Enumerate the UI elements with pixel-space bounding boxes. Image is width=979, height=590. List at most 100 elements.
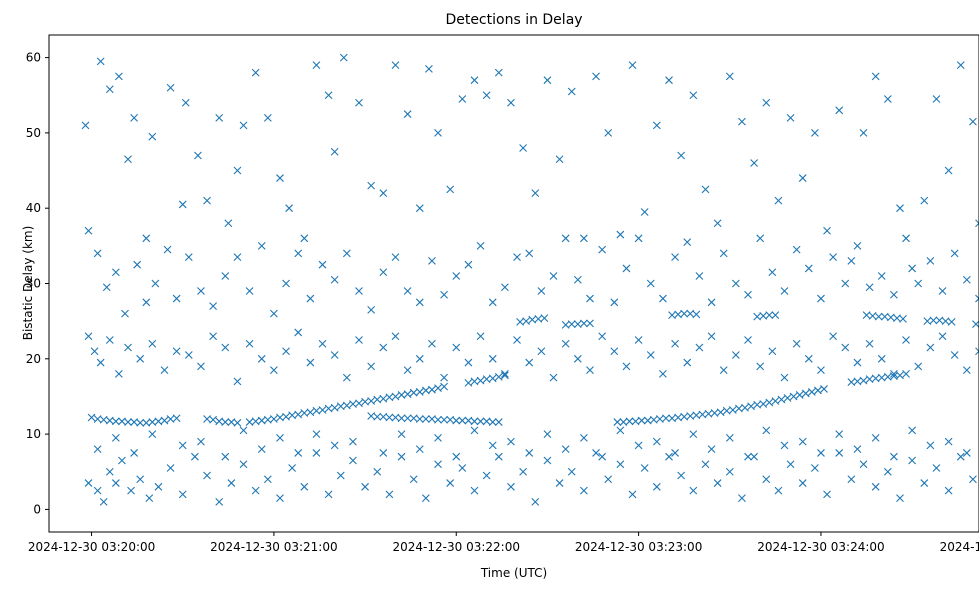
data-point: [725, 433, 734, 442]
data-point: [859, 376, 868, 385]
data-point: [190, 452, 199, 461]
data-point: [929, 316, 938, 325]
data-point: [458, 95, 467, 103]
data-point: [725, 72, 734, 81]
data-point: [634, 441, 643, 450]
data-point: [519, 144, 528, 152]
data-point: [507, 482, 515, 491]
data-point: [494, 452, 503, 461]
data-point: [397, 452, 406, 461]
data-point: [221, 452, 230, 461]
data-point: [379, 189, 388, 198]
data-point: [403, 287, 412, 295]
data-point: [470, 426, 479, 435]
data-point: [573, 275, 582, 284]
y-tick-label: 60: [26, 51, 41, 65]
data-point: [391, 61, 400, 70]
data-point: [93, 249, 102, 258]
data-point: [883, 467, 892, 476]
data-point: [610, 298, 619, 307]
data-point: [373, 467, 382, 476]
data-point: [178, 200, 187, 209]
data-point: [780, 287, 789, 295]
data-point: [549, 373, 558, 382]
data-point: [215, 497, 224, 506]
data-point: [367, 362, 376, 371]
data-point: [522, 317, 531, 326]
data-point: [738, 494, 746, 503]
data-point: [163, 245, 172, 254]
data-point: [969, 475, 977, 484]
data-point: [166, 83, 175, 92]
data-point: [90, 347, 99, 356]
data-point: [184, 253, 193, 262]
data-point: [780, 373, 789, 382]
data-point: [731, 351, 740, 359]
data-point: [592, 72, 600, 81]
data-point: [194, 151, 202, 160]
y-axis-ticks: 0 10 20 30 40 50 60: [26, 51, 49, 516]
data-point: [853, 358, 862, 367]
data-point: [403, 390, 412, 399]
data-point: [731, 279, 740, 288]
data-point: [902, 336, 910, 344]
data-point: [786, 113, 795, 122]
data-point: [944, 166, 953, 175]
data-point: [251, 486, 260, 495]
data-point: [920, 196, 929, 205]
data-point: [871, 482, 880, 491]
data-point: [716, 408, 725, 417]
data-point: [251, 68, 260, 77]
data-point: [172, 414, 181, 423]
y-tick-label: 50: [26, 126, 41, 140]
data-point: [914, 279, 923, 288]
data-point: [130, 113, 138, 122]
x-tick-label: 2024-12-30 03:20:00: [28, 540, 155, 554]
data-point: [330, 275, 339, 284]
data-point: [136, 354, 145, 363]
data-point: [118, 456, 126, 465]
data-point: [671, 449, 679, 457]
data-point: [458, 416, 467, 425]
data-point: [640, 208, 649, 216]
data-point: [756, 234, 765, 243]
data-point: [434, 384, 442, 393]
data-point: [215, 113, 224, 122]
data-point: [263, 113, 272, 122]
data-point: [488, 418, 497, 426]
data-point: [622, 264, 631, 273]
data-point: [616, 230, 625, 239]
data-point: [133, 260, 142, 269]
data-point: [817, 366, 825, 374]
data-point: [896, 494, 904, 503]
data-point: [783, 394, 792, 402]
data-point: [683, 358, 692, 367]
data-point: [87, 413, 96, 422]
data-point: [725, 467, 734, 476]
data-point: [634, 336, 643, 344]
data-point: [801, 389, 810, 398]
data-point: [476, 332, 485, 341]
data-point: [312, 61, 321, 70]
data-point: [841, 279, 850, 288]
data-point: [415, 298, 424, 307]
data-point: [586, 366, 594, 374]
data-point: [874, 312, 883, 321]
data-point: [586, 319, 594, 328]
data-point: [111, 417, 120, 426]
data-point: [567, 467, 576, 476]
data-point: [804, 354, 813, 363]
data-point: [613, 418, 622, 426]
data-point: [178, 441, 187, 450]
data-point: [662, 414, 670, 423]
data-point: [798, 174, 807, 182]
data-point: [421, 494, 430, 503]
y-tick-label: 30: [26, 277, 41, 291]
data-point: [282, 412, 290, 421]
data-point: [671, 339, 679, 348]
data-point: [312, 449, 321, 457]
data-point: [604, 475, 613, 484]
data-point: [625, 417, 634, 426]
data-point: [820, 385, 828, 393]
data-point: [543, 76, 552, 85]
